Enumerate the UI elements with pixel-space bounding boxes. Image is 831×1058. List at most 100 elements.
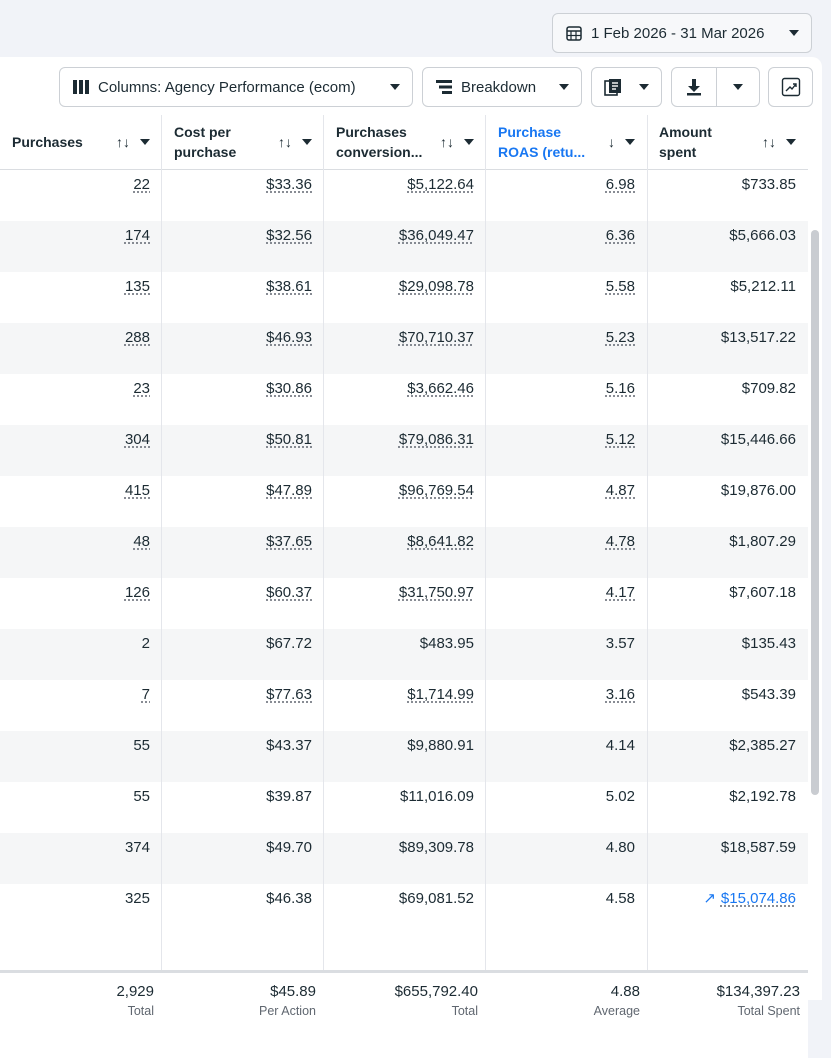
reports-button[interactable] (591, 67, 662, 107)
cell-value[interactable]: 126 (124, 584, 150, 601)
cell-value[interactable]: $50.81 (266, 431, 312, 448)
cell-value[interactable]: $32.56 (266, 227, 312, 244)
cell-value[interactable]: 5.16 (605, 380, 635, 397)
cell-value[interactable]: $31,750.97 (398, 584, 474, 601)
cell-conv: $483.95 (324, 629, 486, 659)
date-range-picker[interactable]: 1 Feb 2026 - 31 Mar 2026 (552, 13, 812, 53)
header-purchases[interactable]: Purchases ↑↓ (0, 115, 162, 169)
scrollbar-thumb[interactable] (811, 230, 819, 795)
sort-descending-icon[interactable]: ↓ (608, 134, 615, 150)
export-options-button[interactable] (717, 68, 759, 106)
header-label: ROAS (retu... (498, 144, 586, 160)
cell-value[interactable]: 304 (124, 431, 150, 448)
chevron-down-icon[interactable] (464, 139, 474, 145)
chevron-down-icon[interactable] (140, 139, 150, 145)
cell-value[interactable]: $37.65 (266, 533, 312, 550)
cell-value[interactable]: 4.87 (605, 482, 635, 499)
header-purchase-roas[interactable]: Purchase ROAS (retu... ↓ (486, 115, 647, 169)
cell-value[interactable]: $47.89 (266, 482, 312, 499)
header-amount-spent[interactable]: Amount spent ↑↓ (647, 115, 808, 169)
header-label: Cost per (174, 124, 231, 140)
breakdown-button[interactable]: Breakdown (422, 67, 582, 107)
chevron-down-icon (559, 84, 569, 90)
cell-value[interactable]: 174 (124, 227, 150, 244)
cell-cpp: $60.37 (162, 578, 324, 608)
cell-value[interactable]: $70,710.37 (398, 329, 474, 346)
sort-icon[interactable]: ↑↓ (440, 134, 454, 150)
sort-icon[interactable]: ↑↓ (278, 134, 292, 150)
cell-value[interactable]: 415 (124, 482, 150, 499)
total-label: Average (593, 1004, 640, 1018)
cell-value: 3.57 (605, 635, 635, 652)
cell-value: $43.37 (266, 737, 312, 754)
sort-icon[interactable]: ↑↓ (116, 134, 130, 150)
cell-value[interactable]: 22 (133, 176, 150, 193)
spent-trend-link[interactable]: $15,074.86 (720, 890, 796, 907)
header-label: Purchase (498, 124, 562, 140)
cell-value[interactable]: 288 (124, 329, 150, 346)
cell-value[interactable]: 6.98 (605, 176, 635, 193)
cell-value: 4.80 (605, 839, 635, 856)
cell-value[interactable]: $79,086.31 (398, 431, 474, 448)
cell-value[interactable]: $30.86 (266, 380, 312, 397)
sort-icon[interactable]: ↑↓ (762, 134, 776, 150)
header-cost-per-purchase[interactable]: Cost per purchase ↑↓ (162, 115, 324, 169)
chevron-down-icon[interactable] (625, 139, 635, 145)
cell-value: $19,876.00 (720, 482, 796, 499)
cell-value[interactable]: 7 (141, 686, 150, 703)
cell-conv: $89,309.78 (324, 833, 486, 863)
table-row: 374 $49.70 $89,309.78 4.80 $18,587.59 (0, 833, 808, 884)
cell-value[interactable]: 135 (124, 278, 150, 295)
cell-value[interactable]: 4.17 (605, 584, 635, 601)
cell-value[interactable]: $33.36 (266, 176, 312, 193)
cell-value: 325 (124, 890, 150, 907)
cell-spent: $2,385.27 (647, 731, 808, 761)
cell-value: $733.85 (741, 176, 796, 193)
cell-value[interactable]: $36,049.47 (398, 227, 474, 244)
cell-value[interactable]: $38.61 (266, 278, 312, 295)
cell-value: $15,446.66 (720, 431, 796, 448)
export-button[interactable] (672, 68, 717, 106)
column-divider (647, 115, 648, 1057)
cell-value[interactable]: $77.63 (266, 686, 312, 703)
cell-value[interactable]: 3.16 (605, 686, 635, 703)
cell-value[interactable]: 4.78 (605, 533, 635, 550)
cell-value[interactable]: 5.12 (605, 431, 635, 448)
cell-value[interactable]: $29,098.78 (398, 278, 474, 295)
cell-value: 55 (133, 737, 150, 754)
cell-value[interactable]: $1,714.99 (407, 686, 474, 703)
table-row: 415 $47.89 $96,769.54 4.87 $19,876.00 (0, 476, 808, 527)
cell-value[interactable]: 48 (133, 533, 150, 550)
chevron-down-icon[interactable] (786, 139, 796, 145)
cell-cpp: $39.87 (162, 782, 324, 812)
cell-value[interactable]: $8,641.82 (407, 533, 474, 550)
trends-button[interactable] (768, 67, 813, 107)
cell-value: $483.95 (419, 635, 474, 652)
cell-value[interactable]: 23 (133, 380, 150, 397)
cell-conv: $96,769.54 (324, 476, 486, 506)
cell-spent: $709.82 (647, 374, 808, 404)
cell-value[interactable]: $46.93 (266, 329, 312, 346)
cell-value: $89,309.78 (398, 839, 474, 856)
columns-button[interactable]: Columns: Agency Performance (ecom) (59, 67, 413, 107)
table-row: 55 $39.87 $11,016.09 5.02 $2,192.78 (0, 782, 808, 833)
vertical-scrollbar[interactable] (808, 115, 822, 1000)
cell-cpp: $77.63 (162, 680, 324, 710)
cell-value[interactable]: 5.23 (605, 329, 635, 346)
cell-value: $39.87 (266, 788, 312, 805)
cell-value[interactable]: 6.36 (605, 227, 635, 244)
cell-conv: $3,662.46 (324, 374, 486, 404)
cell-value[interactable]: $5,122.64 (407, 176, 474, 193)
cell-value[interactable]: 5.58 (605, 278, 635, 295)
cell-value: $9,880.91 (407, 737, 474, 754)
total-label: Total (451, 1004, 478, 1018)
cell-value[interactable]: $60.37 (266, 584, 312, 601)
cell-value[interactable]: $3,662.46 (407, 380, 474, 397)
cell-value[interactable]: $96,769.54 (398, 482, 474, 499)
column-divider (485, 115, 486, 1057)
chevron-down-icon[interactable] (302, 139, 312, 145)
totals-row: 2,929 Total $45.89 Per Action $655,792.4… (0, 970, 808, 1058)
header-purchases-conversion-value[interactable]: Purchases conversion... ↑↓ (324, 115, 486, 169)
cell-value: 374 (124, 839, 150, 856)
cell-purchases: 415 (0, 476, 162, 506)
